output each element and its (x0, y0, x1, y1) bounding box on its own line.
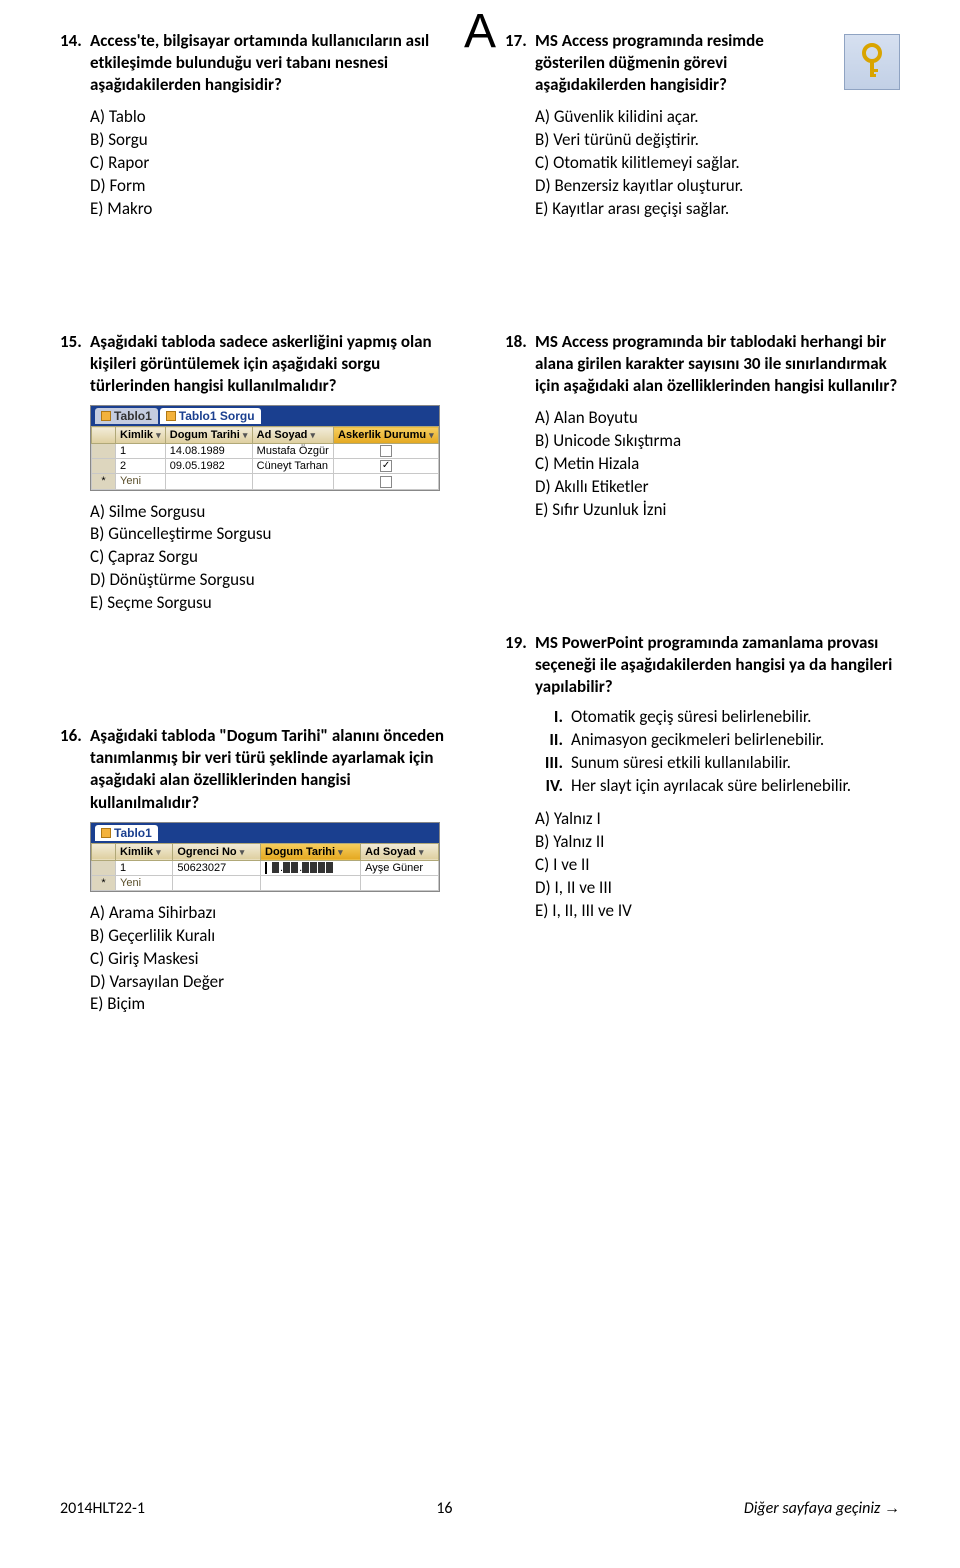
q15-opt: D) Dönüştürme Sorgusu (90, 569, 455, 592)
q17-num: 17. (505, 30, 535, 96)
q14-opt: C) Rapor (90, 152, 455, 175)
q14-num: 14. (60, 30, 90, 96)
q19-roman: II.Animasyon gecikmeleri belirlenebilir. (541, 729, 900, 752)
q18-num: 18. (505, 331, 535, 397)
q14-opt: D) Form (90, 175, 455, 198)
q14-opt: E) Makro (90, 198, 455, 221)
q16-table: Tablo1 Kimlik ▾ Ogrenci No ▾ Dogum Tarih… (90, 822, 440, 892)
q15-opt: E) Seçme Sorgusu (90, 592, 455, 615)
q16-opt: C) Giriş Maskesi (90, 948, 455, 971)
page-number: 16 (436, 1499, 452, 1518)
q19-num: 19. (505, 632, 535, 698)
q15-opt: A) Silme Sorgusu (90, 501, 455, 524)
q16-opt: B) Geçerlilik Kuralı (90, 925, 455, 948)
q19-opt: D) I, II ve III (535, 877, 900, 900)
q14-opt: B) Sorgu (90, 129, 455, 152)
q14-text: Access'te, bilgisayar ortamında kullanıc… (90, 30, 455, 96)
question-16: 16. Aşağıdaki tabloda "Dogum Tarihi" ala… (60, 725, 455, 1016)
q15-text: Aşağıdaki tabloda sadece askerliğini yap… (90, 331, 455, 397)
q15-opt: B) Güncelleştirme Sorgusu (90, 523, 455, 546)
q19-roman: III.Sunum süresi etkili kullanılabilir. (541, 752, 900, 775)
q19-text: MS PowerPoint programında zamanlama prov… (535, 632, 900, 698)
q18-opt: E) Sıfır Uzunluk İzni (535, 499, 900, 522)
footer-next: Diğer sayfaya geçiniz → (744, 1499, 900, 1518)
q16-opt: D) Varsayılan Değer (90, 971, 455, 994)
q16-text: Aşağıdaki tabloda "Dogum Tarihi" alanını… (90, 725, 455, 813)
q17-opt: E) Kayıtlar arası geçişi sağlar. (535, 198, 900, 221)
q19-opt: A) Yalnız I (535, 808, 900, 831)
top-letter: A (464, 4, 496, 59)
q18-opt: D) Akıllı Etiketler (535, 476, 900, 499)
key-icon (844, 34, 900, 90)
footer-code: 2014HLT22-1 (60, 1499, 145, 1518)
q19-opt: B) Yalnız II (535, 831, 900, 854)
q17-opt: C) Otomatik kilitlemeyi sağlar. (535, 152, 900, 175)
q18-opt: C) Metin Hizala (535, 453, 900, 476)
q16-opt: E) Biçim (90, 993, 455, 1016)
q17-opt: A) Güvenlik kilidini açar. (535, 106, 900, 129)
question-17: 17. MS Access programında resimde göster… (505, 30, 900, 221)
q16-num: 16. (60, 725, 90, 813)
q16-opt: A) Arama Sihirbazı (90, 902, 455, 925)
question-15: 15. Aşağıdaki tabloda sadece askerliğini… (60, 331, 455, 615)
footer: 2014HLT22-1 16 Diğer sayfaya geçiniz → (60, 1499, 900, 1518)
q15-opt: C) Çapraz Sorgu (90, 546, 455, 569)
q17-opt: D) Benzersiz kayıtlar oluşturur. (535, 175, 900, 198)
q19-roman: I.Otomatik geçiş süresi belirlenebilir. (541, 706, 900, 729)
q19-opt: E) I, II, III ve IV (535, 900, 900, 923)
question-19: 19. MS PowerPoint programında zamanlama … (505, 632, 900, 923)
q18-text: MS Access programında bir tablodaki herh… (535, 331, 900, 397)
q18-opt: A) Alan Boyutu (535, 407, 900, 430)
q19-opt: C) I ve II (535, 854, 900, 877)
q14-opt: A) Tablo (90, 106, 455, 129)
q18-opt: B) Unicode Sıkıştırma (535, 430, 900, 453)
q19-roman: IV.Her slayt için ayrılacak süre belirle… (541, 775, 900, 798)
question-18: 18. MS Access programında bir tablodaki … (505, 331, 900, 522)
q15-table: Tablo1 Tablo1 Sorgu Kimlik ▾ Dogum Tarih… (90, 405, 440, 490)
q15-num: 15. (60, 331, 90, 397)
q17-opt: B) Veri türünü değiştirir. (535, 129, 900, 152)
left-column: 14. Access'te, bilgisayar ortamında kull… (60, 30, 455, 1016)
question-14: 14. Access'te, bilgisayar ortamında kull… (60, 30, 455, 221)
right-column: 17. MS Access programında resimde göster… (505, 30, 900, 1016)
